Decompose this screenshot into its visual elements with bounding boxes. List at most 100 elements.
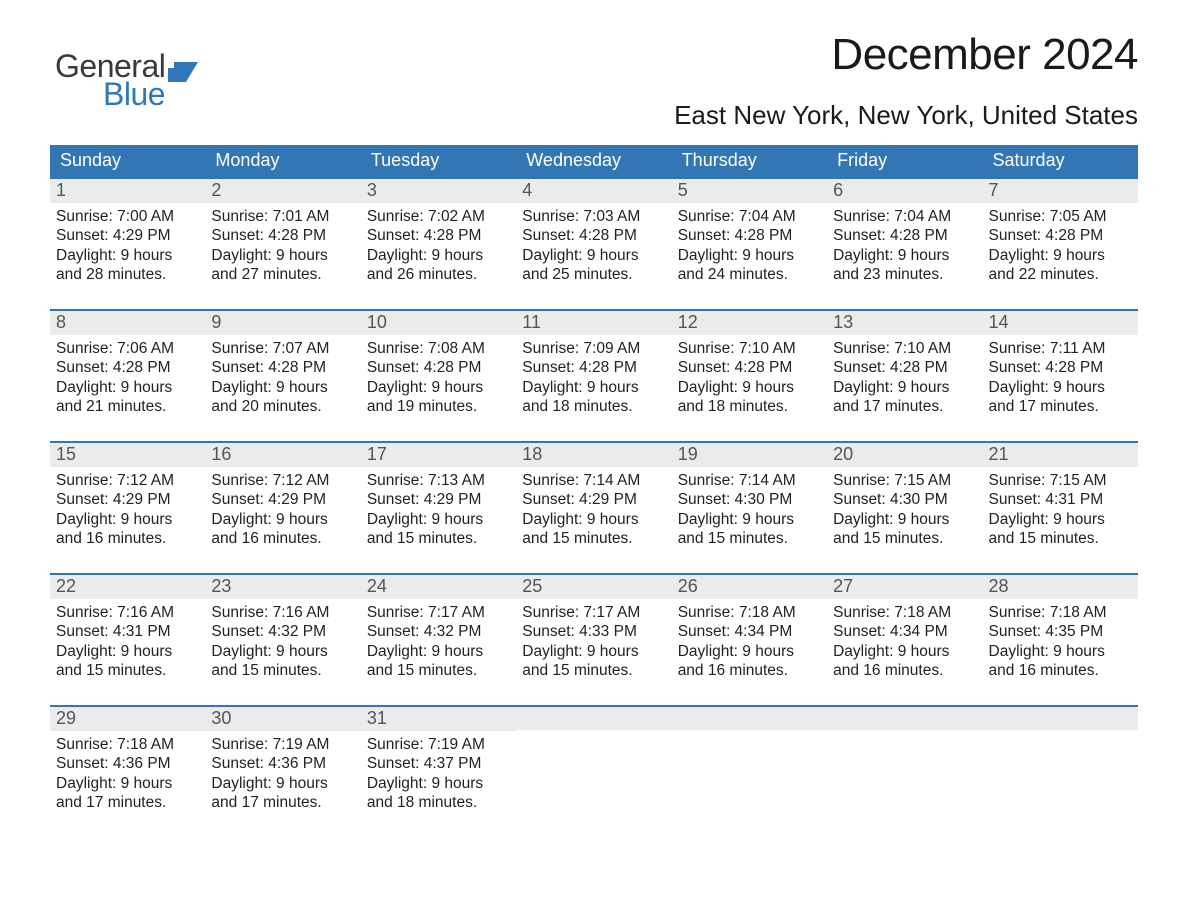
sunrise-text: Sunrise: 7:16 AM (56, 603, 199, 622)
daylight-line-2: and 27 minutes. (211, 265, 354, 284)
daylight-line-2: and 22 minutes. (989, 265, 1132, 284)
day-number: 20 (827, 443, 982, 467)
daylight-line-2: and 16 minutes. (989, 661, 1132, 680)
sunrise-text: Sunrise: 7:00 AM (56, 207, 199, 226)
daylight-line-1: Daylight: 9 hours (367, 510, 510, 529)
day-cell: 11Sunrise: 7:09 AMSunset: 4:28 PMDayligh… (516, 311, 671, 419)
daylight-line-1: Daylight: 9 hours (211, 774, 354, 793)
daylight-line-1: Daylight: 9 hours (211, 642, 354, 661)
sunset-text: Sunset: 4:31 PM (56, 622, 199, 641)
day-cell: 2Sunrise: 7:01 AMSunset: 4:28 PMDaylight… (205, 179, 360, 287)
sunrise-text: Sunrise: 7:15 AM (833, 471, 976, 490)
sunrise-text: Sunrise: 7:17 AM (522, 603, 665, 622)
day-body: Sunrise: 7:15 AMSunset: 4:30 PMDaylight:… (827, 467, 982, 551)
day-body: Sunrise: 7:10 AMSunset: 4:28 PMDaylight:… (672, 335, 827, 419)
day-number: 11 (516, 311, 671, 335)
daylight-line-1: Daylight: 9 hours (678, 378, 821, 397)
day-cell: 7Sunrise: 7:05 AMSunset: 4:28 PMDaylight… (983, 179, 1138, 287)
day-cell: 30Sunrise: 7:19 AMSunset: 4:36 PMDayligh… (205, 707, 360, 815)
day-cell: 10Sunrise: 7:08 AMSunset: 4:28 PMDayligh… (361, 311, 516, 419)
daylight-line-1: Daylight: 9 hours (989, 246, 1132, 265)
daylight-line-1: Daylight: 9 hours (367, 378, 510, 397)
daylight-line-2: and 24 minutes. (678, 265, 821, 284)
week-row: 29Sunrise: 7:18 AMSunset: 4:36 PMDayligh… (50, 705, 1138, 815)
day-cell: 21Sunrise: 7:15 AMSunset: 4:31 PMDayligh… (983, 443, 1138, 551)
sunset-text: Sunset: 4:32 PM (211, 622, 354, 641)
daylight-line-2: and 15 minutes. (211, 661, 354, 680)
day-cell (827, 707, 982, 815)
day-body: Sunrise: 7:17 AMSunset: 4:33 PMDaylight:… (516, 599, 671, 683)
daylight-line-2: and 15 minutes. (833, 529, 976, 548)
daylight-line-2: and 18 minutes. (367, 793, 510, 812)
day-number: 6 (827, 179, 982, 203)
daylight-line-1: Daylight: 9 hours (522, 246, 665, 265)
day-number: 22 (50, 575, 205, 599)
sunset-text: Sunset: 4:36 PM (56, 754, 199, 773)
sunset-text: Sunset: 4:28 PM (211, 226, 354, 245)
day-body: Sunrise: 7:16 AMSunset: 4:31 PMDaylight:… (50, 599, 205, 683)
day-cell: 20Sunrise: 7:15 AMSunset: 4:30 PMDayligh… (827, 443, 982, 551)
sunrise-text: Sunrise: 7:10 AM (678, 339, 821, 358)
daylight-line-2: and 15 minutes. (367, 529, 510, 548)
day-cell: 16Sunrise: 7:12 AMSunset: 4:29 PMDayligh… (205, 443, 360, 551)
sunrise-text: Sunrise: 7:18 AM (678, 603, 821, 622)
day-number: 1 (50, 179, 205, 203)
day-body: Sunrise: 7:04 AMSunset: 4:28 PMDaylight:… (827, 203, 982, 287)
sunrise-text: Sunrise: 7:06 AM (56, 339, 199, 358)
day-number: 2 (205, 179, 360, 203)
day-number: 26 (672, 575, 827, 599)
day-cell (516, 707, 671, 815)
day-cell: 12Sunrise: 7:10 AMSunset: 4:28 PMDayligh… (672, 311, 827, 419)
day-body: Sunrise: 7:14 AMSunset: 4:29 PMDaylight:… (516, 467, 671, 551)
daylight-line-2: and 16 minutes. (56, 529, 199, 548)
daylight-line-1: Daylight: 9 hours (56, 510, 199, 529)
day-number: 12 (672, 311, 827, 335)
sunrise-text: Sunrise: 7:18 AM (833, 603, 976, 622)
day-number: 21 (983, 443, 1138, 467)
sunset-text: Sunset: 4:28 PM (833, 358, 976, 377)
daylight-line-1: Daylight: 9 hours (678, 642, 821, 661)
daylight-line-1: Daylight: 9 hours (678, 246, 821, 265)
day-body: Sunrise: 7:17 AMSunset: 4:32 PMDaylight:… (361, 599, 516, 683)
daylight-line-2: and 15 minutes. (522, 661, 665, 680)
daylight-line-2: and 16 minutes. (678, 661, 821, 680)
daylight-line-1: Daylight: 9 hours (367, 246, 510, 265)
daylight-line-2: and 16 minutes. (833, 661, 976, 680)
day-body: Sunrise: 7:04 AMSunset: 4:28 PMDaylight:… (672, 203, 827, 287)
sunset-text: Sunset: 4:29 PM (522, 490, 665, 509)
day-body: Sunrise: 7:12 AMSunset: 4:29 PMDaylight:… (50, 467, 205, 551)
day-cell: 1Sunrise: 7:00 AMSunset: 4:29 PMDaylight… (50, 179, 205, 287)
day-cell: 9Sunrise: 7:07 AMSunset: 4:28 PMDaylight… (205, 311, 360, 419)
weekday-header: Friday (827, 145, 982, 177)
sunset-text: Sunset: 4:28 PM (56, 358, 199, 377)
daylight-line-2: and 18 minutes. (678, 397, 821, 416)
day-cell: 14Sunrise: 7:11 AMSunset: 4:28 PMDayligh… (983, 311, 1138, 419)
sunrise-text: Sunrise: 7:19 AM (367, 735, 510, 754)
sunrise-text: Sunrise: 7:19 AM (211, 735, 354, 754)
day-cell: 27Sunrise: 7:18 AMSunset: 4:34 PMDayligh… (827, 575, 982, 683)
daylight-line-1: Daylight: 9 hours (211, 246, 354, 265)
week-row: 15Sunrise: 7:12 AMSunset: 4:29 PMDayligh… (50, 441, 1138, 551)
daylight-line-1: Daylight: 9 hours (522, 378, 665, 397)
day-number-empty (983, 707, 1138, 730)
day-body: Sunrise: 7:10 AMSunset: 4:28 PMDaylight:… (827, 335, 982, 419)
day-number: 3 (361, 179, 516, 203)
brand-logo: General Blue (55, 50, 198, 110)
day-cell: 3Sunrise: 7:02 AMSunset: 4:28 PMDaylight… (361, 179, 516, 287)
day-number: 18 (516, 443, 671, 467)
sunset-text: Sunset: 4:28 PM (367, 226, 510, 245)
title-block: December 2024 East New York, New York, U… (674, 30, 1138, 131)
sunset-text: Sunset: 4:34 PM (833, 622, 976, 641)
sunrise-text: Sunrise: 7:15 AM (989, 471, 1132, 490)
day-body: Sunrise: 7:05 AMSunset: 4:28 PMDaylight:… (983, 203, 1138, 287)
day-number: 9 (205, 311, 360, 335)
day-cell: 19Sunrise: 7:14 AMSunset: 4:30 PMDayligh… (672, 443, 827, 551)
daylight-line-2: and 25 minutes. (522, 265, 665, 284)
daylight-line-2: and 19 minutes. (367, 397, 510, 416)
day-cell: 29Sunrise: 7:18 AMSunset: 4:36 PMDayligh… (50, 707, 205, 815)
day-cell: 25Sunrise: 7:17 AMSunset: 4:33 PMDayligh… (516, 575, 671, 683)
daylight-line-1: Daylight: 9 hours (678, 510, 821, 529)
calendar: SundayMondayTuesdayWednesdayThursdayFrid… (50, 145, 1138, 815)
day-number: 14 (983, 311, 1138, 335)
day-cell: 5Sunrise: 7:04 AMSunset: 4:28 PMDaylight… (672, 179, 827, 287)
